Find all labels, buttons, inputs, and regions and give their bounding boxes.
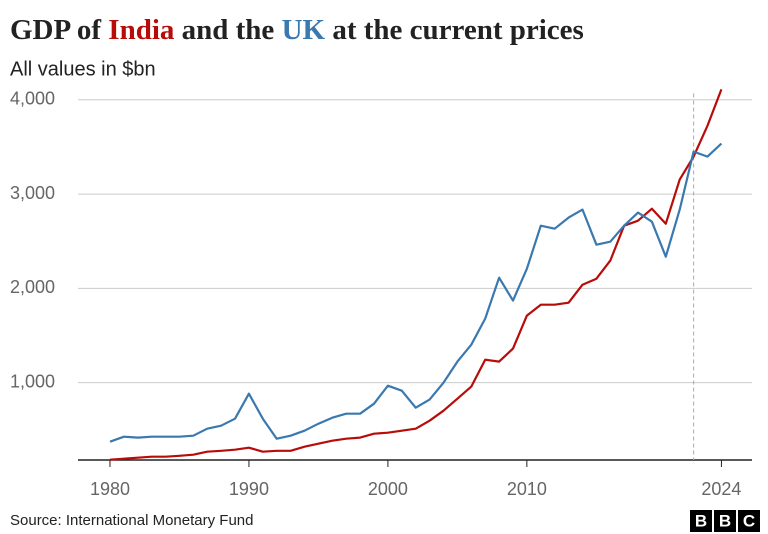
logo-box [738,510,760,532]
logo-letter: B [719,511,731,530]
logo-letter: B [695,511,707,530]
chart-subtitle: All values in $bn [10,58,156,80]
x-tick-label: 2000 [368,479,408,499]
y-tick-label: 3,000 [10,183,55,203]
series-line [109,142,723,443]
x-tick-label: 2024 [701,479,741,499]
y-tick-label: 4,000 [10,89,55,109]
y-tick-label: 1,000 [10,371,55,391]
y-tick-label: 2,000 [10,277,55,297]
source: Source: International Monetary Fund [10,512,253,529]
logo-letter: C [743,511,755,530]
x-tick-label: 1980 [90,479,130,499]
logo-box [690,510,712,532]
x-tick-label: 2010 [507,479,547,499]
series-line [109,89,723,461]
x-tick-label: 1990 [229,479,269,499]
chart-title: GDP of India and the UK at the current p… [10,14,584,46]
logo-box [714,510,736,532]
